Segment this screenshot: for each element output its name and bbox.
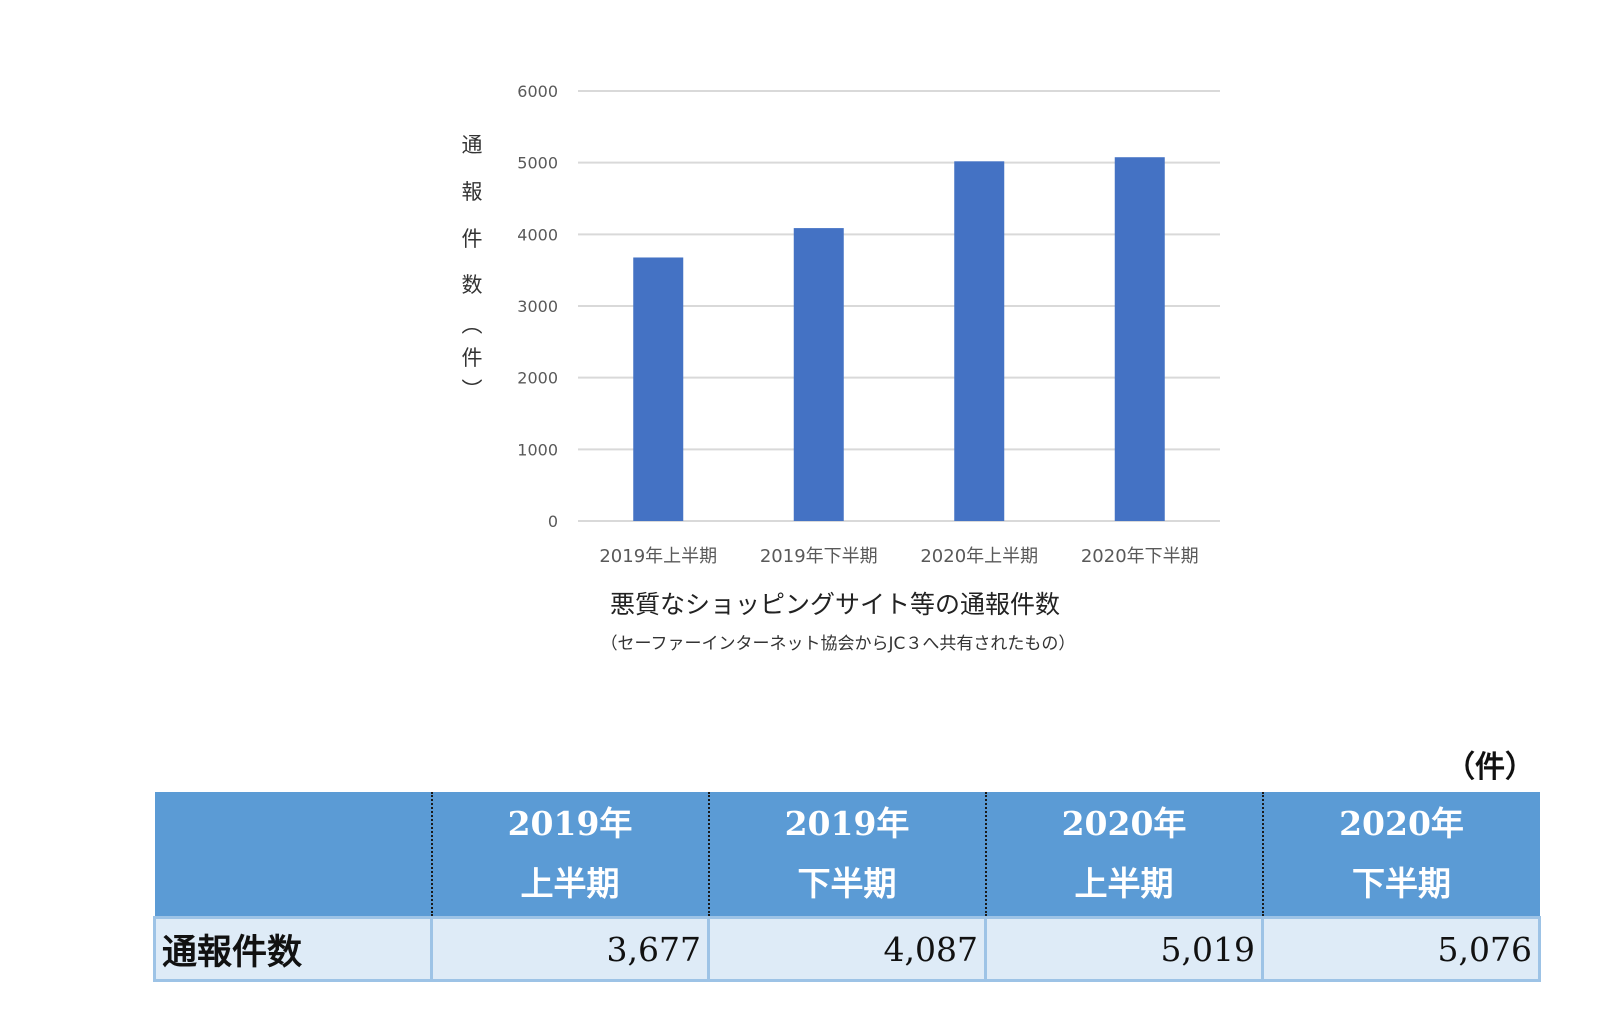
table-cell: 3,677 <box>430 916 710 982</box>
table-cell: 4,087 <box>707 916 987 982</box>
x-category-label: 2020年下半期 <box>1081 546 1199 567</box>
x-category-label: 2020年上半期 <box>920 546 1038 567</box>
gridlines <box>578 90 1220 522</box>
bar <box>954 161 1005 521</box>
y-tick-label: 5000 <box>517 154 558 173</box>
table-header-cell: 2019年 上半期 <box>430 792 709 918</box>
bar <box>793 228 844 521</box>
y-tick-label: 2000 <box>517 369 558 388</box>
y-tick-label: 6000 <box>517 82 558 101</box>
table-header-cell: 2019年 下半期 <box>707 792 986 918</box>
table-cell: 5,076 <box>1261 916 1541 982</box>
y-tick-label: 4000 <box>517 225 558 244</box>
bars <box>633 157 1165 521</box>
table-cell: 5,019 <box>984 916 1264 982</box>
y-tick-label: 3000 <box>517 297 558 316</box>
x-category-labels: 2019年上半期 2019年下半期 2020年上半期 2020年下半期 <box>599 546 1198 567</box>
y-axis-label-text: 通報件数︵件︶ <box>462 133 483 402</box>
table-header-row: 2019年 上半期 2019年 下半期 2020年 上半期 2020年 下半期 <box>154 792 1540 918</box>
table-row: 通報件数 3,677 4,087 5,019 5,076 <box>153 916 1541 982</box>
bar-chart: 0 1000 2000 3000 4000 5000 6000 2019年上半期 2019年下… <box>462 82 1220 654</box>
data-table: 2019年 上半期 2019年 下半期 2020年 上半期 2020年 下半期 通報件数… <box>153 792 1541 982</box>
bar <box>1114 157 1165 521</box>
table-unit-label: （件） <box>1445 750 1535 785</box>
y-tick-labels: 0 1000 2000 3000 4000 5000 6000 <box>517 82 558 531</box>
chart-subtitle: （セーファーインターネット協会からJC３へ共有されたもの） <box>601 634 1076 654</box>
x-category-label: 2019年上半期 <box>599 546 717 567</box>
x-category-label: 2019年下半期 <box>760 546 878 567</box>
y-tick-label: 0 <box>548 512 558 531</box>
table-header-cell: 2020年 上半期 <box>984 792 1263 918</box>
bar <box>633 257 684 521</box>
table-header-empty <box>154 792 432 918</box>
y-axis-label: 通報件数︵件︶ <box>462 133 483 402</box>
y-tick-label: 1000 <box>517 440 558 459</box>
table-header-cell: 2020年 下半期 <box>1261 792 1540 918</box>
table-row-label: 通報件数 <box>153 916 433 982</box>
chart-title: 悪質なショッピングサイト等の通報件数 <box>610 590 1060 619</box>
